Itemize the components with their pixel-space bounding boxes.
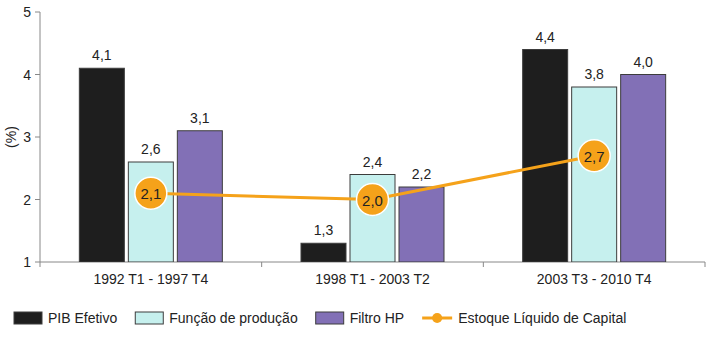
data-label: 4,0 <box>633 54 653 70</box>
y-tick-label: 3 <box>23 129 31 145</box>
data-label: 2,0 <box>362 192 383 209</box>
y-tick-label: 5 <box>23 4 31 20</box>
x-tick-label: 2003 T3 - 2010 T4 <box>537 271 652 287</box>
legend-label: Filtro HP <box>350 310 404 326</box>
x-tick <box>483 262 484 267</box>
bar <box>301 243 346 262</box>
data-label: 4,1 <box>92 47 112 63</box>
data-label: 3,8 <box>584 66 604 82</box>
data-label: 2,4 <box>363 154 383 170</box>
y-axis-label: (%) <box>3 126 19 148</box>
line-marker <box>578 140 610 172</box>
data-label: 1,3 <box>314 222 334 238</box>
bar <box>128 162 173 262</box>
y-tick-label: 1 <box>23 254 31 270</box>
legend-swatch <box>432 313 442 323</box>
x-tick-label: 1992 T1 - 1997 T4 <box>93 271 208 287</box>
data-labels: 4,1 1,3 4,4 2,6 2,4 3,8 3,1 2,2 4,0 2,1 2,0 2,7 <box>92 29 653 239</box>
bar <box>399 187 444 262</box>
bar <box>621 75 666 263</box>
data-label: 2,7 <box>584 148 605 165</box>
bar <box>79 68 124 262</box>
y-tick <box>35 262 40 263</box>
y-tick-label: 4 <box>23 67 31 83</box>
legend-swatch <box>316 312 344 324</box>
x-tick <box>261 262 262 267</box>
x-tick <box>40 262 41 267</box>
data-label: 2,2 <box>412 166 432 182</box>
line-marker <box>357 184 389 216</box>
legend-label: PIB Efetivo <box>48 310 117 326</box>
y-tick <box>35 137 40 138</box>
legend-item: PIB Efetivo <box>14 310 117 326</box>
data-label: 3,1 <box>190 110 210 126</box>
bar <box>350 175 395 263</box>
line-marker <box>135 177 167 209</box>
legend-swatch <box>135 312 163 324</box>
legend-item: Filtro HP <box>316 310 404 326</box>
bar <box>572 87 617 262</box>
chart: 1 2 3 4 5 (%) 1992 T1 - 1997 T4 1998 T1 - 2003 … <box>0 0 709 346</box>
data-label: 4,4 <box>535 29 555 45</box>
y-tick <box>35 199 40 200</box>
legend-item: Estoque Líquido de Capital <box>422 310 626 326</box>
legend-label: Estoque Líquido de Capital <box>458 310 626 326</box>
bar <box>523 50 568 263</box>
y-tick <box>35 74 40 75</box>
data-label: 2,1 <box>140 185 161 202</box>
data-label: 2,6 <box>141 141 161 157</box>
y-tick-label: 2 <box>23 192 31 208</box>
x-tick <box>705 262 706 267</box>
y-tick <box>35 12 40 13</box>
legend-label: Função de produção <box>169 310 298 326</box>
legend: PIB Efetivo Função de produção Filtro HP Es… <box>14 310 626 326</box>
plot-marks <box>79 50 665 263</box>
legend-item: Função de produção <box>135 310 298 326</box>
x-tick-label: 1998 T1 - 2003 T2 <box>315 271 430 287</box>
legend-swatch <box>14 312 42 324</box>
